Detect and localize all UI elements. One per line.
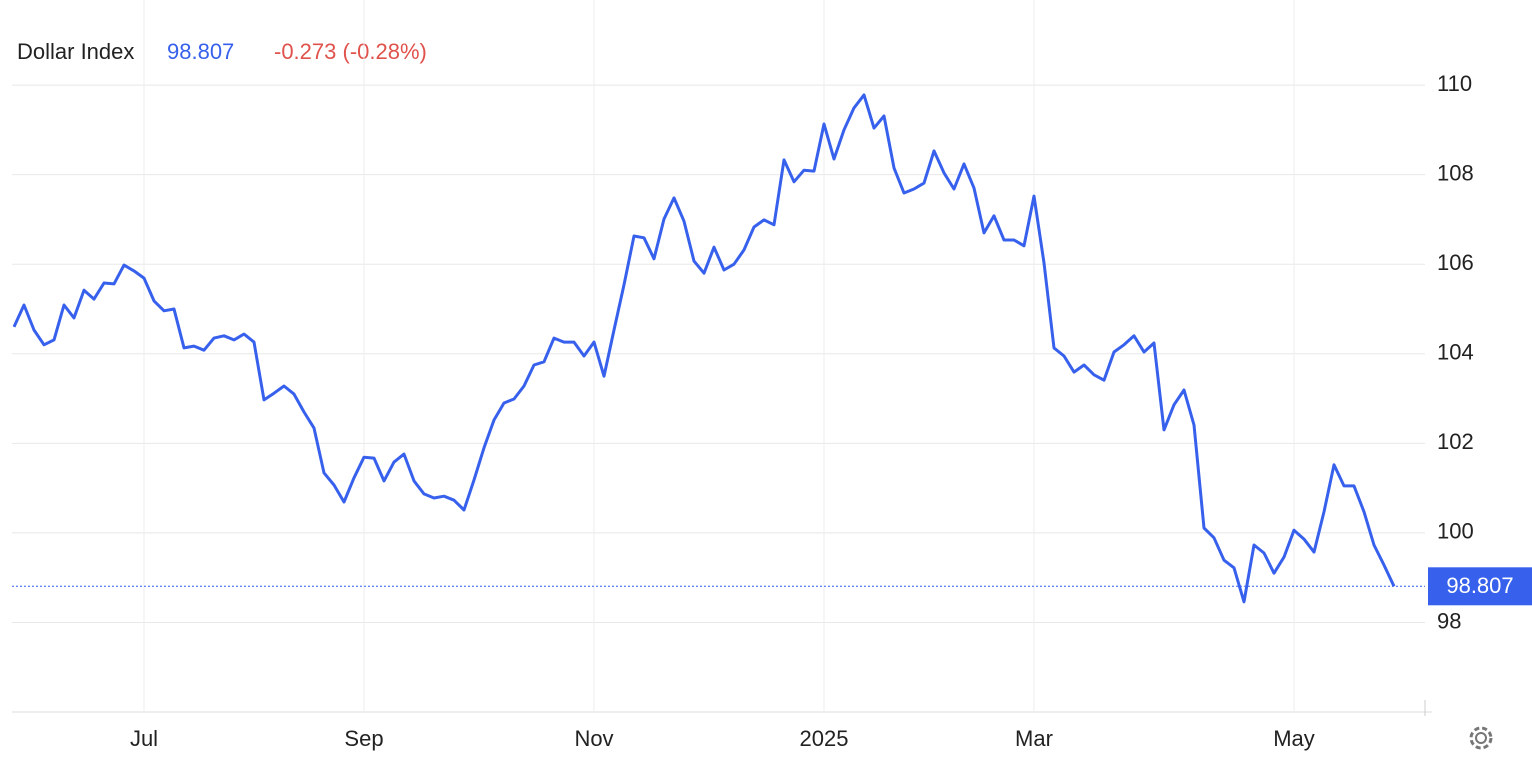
y-tick-label: 108 (1437, 160, 1474, 185)
x-tick-label: Mar (1015, 726, 1053, 751)
x-tick-label: Jul (130, 726, 158, 751)
price-line (12, 93, 1396, 604)
index-change: -0.273 (-0.28%) (274, 39, 427, 64)
last-value-label: 98.807 (1446, 573, 1513, 598)
y-tick-label: 100 (1437, 519, 1474, 544)
x-tick-label: 2025 (800, 726, 849, 751)
x-tick-label: Sep (344, 726, 383, 751)
y-tick-label: 102 (1437, 429, 1474, 454)
y-tick-label: 104 (1437, 340, 1474, 365)
index-name: Dollar Index (17, 39, 134, 64)
y-tick-label: 110 (1437, 71, 1472, 96)
y-tick-label: 106 (1437, 250, 1474, 275)
x-tick-label: May (1273, 726, 1315, 751)
settings-icon[interactable] (1469, 726, 1493, 750)
grid (12, 0, 1425, 712)
y-tick-label: 98 (1437, 608, 1461, 633)
index-price: 98.807 (167, 39, 234, 64)
last-value-box (1428, 567, 1532, 606)
x-tick-label: Nov (574, 726, 613, 751)
